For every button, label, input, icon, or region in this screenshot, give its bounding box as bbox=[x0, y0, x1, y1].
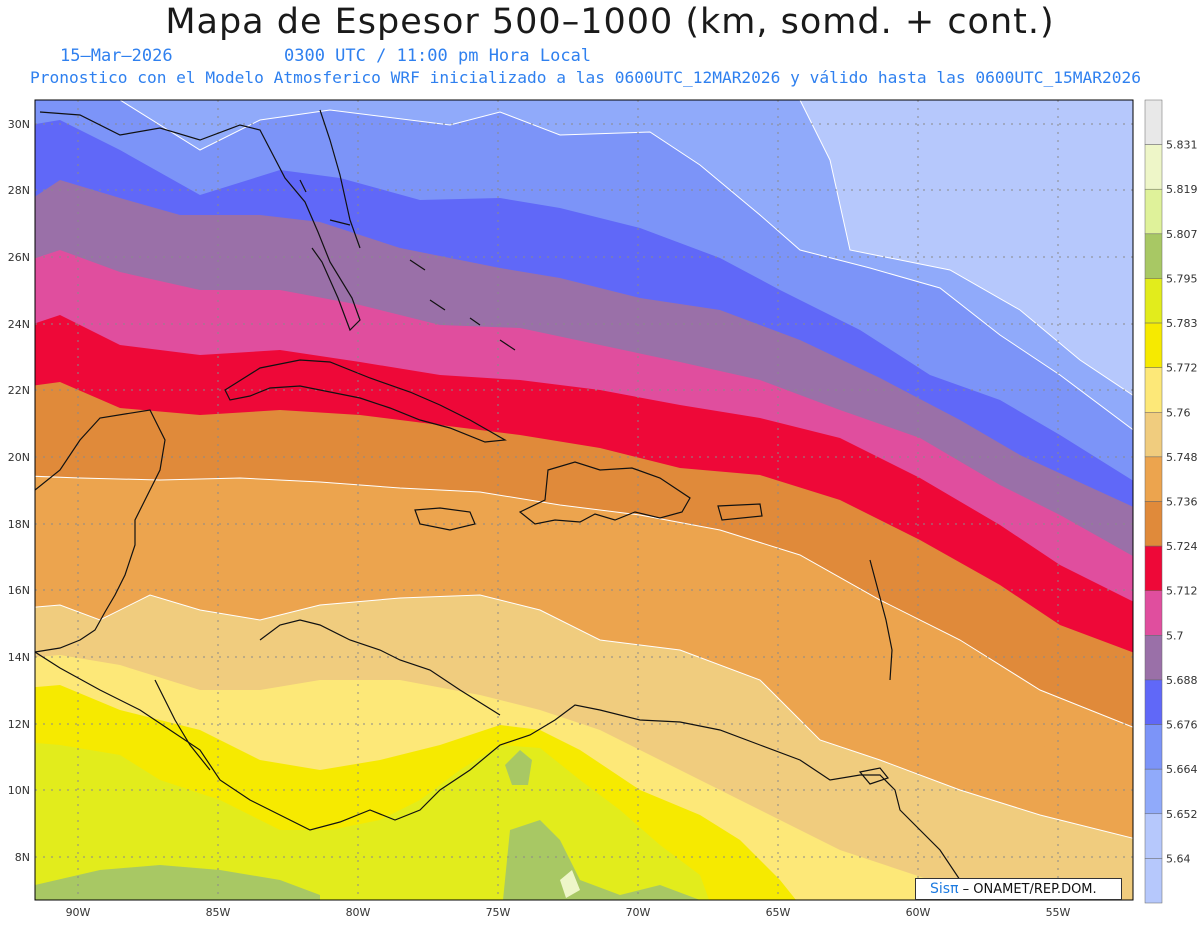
lat-label: 22N bbox=[8, 384, 30, 397]
legend-swatch bbox=[1144, 724, 1163, 770]
map-plot-area bbox=[35, 100, 1133, 900]
lat-label: 14N bbox=[8, 651, 30, 664]
latitude-labels: 30N 28N 26N 24N 22N 20N 18N 16N 14N 12N … bbox=[8, 118, 30, 864]
legend-label: 5.724 bbox=[1166, 540, 1198, 553]
legend-swatch bbox=[1144, 545, 1163, 591]
legend-label: 5.676 bbox=[1166, 719, 1198, 732]
lat-label: 16N bbox=[8, 584, 30, 597]
band-5819 bbox=[560, 870, 580, 898]
legend-swatch bbox=[1144, 679, 1163, 725]
lon-label: 65W bbox=[766, 906, 791, 919]
credit-text: – ONAMET/REP.DOM. bbox=[962, 882, 1097, 897]
legend-swatch bbox=[1144, 768, 1163, 815]
color-legend: 5.831 5.819 5.807 5.795 5.783 5.772 5.76 5.748 5… bbox=[1144, 99, 1198, 904]
lat-label: 8N bbox=[15, 851, 30, 864]
legend-swatch bbox=[1144, 144, 1163, 190]
forecast-time: 0300 UTC / 11:00 pm Hora Local bbox=[284, 46, 592, 66]
legend-swatch bbox=[1144, 99, 1163, 145]
legend-swatch bbox=[1144, 278, 1163, 324]
lon-label: 55W bbox=[1046, 906, 1071, 919]
legend-label: 5.712 bbox=[1166, 585, 1198, 598]
gridlines bbox=[35, 100, 1133, 900]
legend-label: 5.7 bbox=[1166, 629, 1184, 642]
legend-swatch bbox=[1144, 590, 1163, 636]
lon-label: 70W bbox=[626, 906, 651, 919]
legend-label: 5.748 bbox=[1166, 451, 1198, 464]
legend-label: 5.664 bbox=[1166, 763, 1198, 776]
lon-label: 75W bbox=[486, 906, 511, 919]
credit-box: Sisπ – ONAMET/REP.DOM. bbox=[915, 878, 1122, 900]
legend-swatch bbox=[1144, 233, 1163, 279]
lon-label: 60W bbox=[906, 906, 931, 919]
lat-label: 12N bbox=[8, 718, 30, 731]
legend-label: 5.688 bbox=[1166, 674, 1198, 687]
legend-swatch bbox=[1144, 501, 1163, 547]
legend-swatch bbox=[1144, 367, 1163, 413]
forecast-date: 15–Mar–2026 bbox=[60, 46, 173, 66]
legend-label: 5.64 bbox=[1166, 852, 1191, 865]
sispi-brand: Sisπ bbox=[930, 881, 959, 897]
legend-swatch bbox=[1144, 412, 1163, 458]
lon-label: 85W bbox=[206, 906, 231, 919]
lon-label: 90W bbox=[66, 906, 91, 919]
legend-label: 5.652 bbox=[1166, 808, 1198, 821]
legend-label: 5.76 bbox=[1166, 406, 1191, 419]
legend-swatch bbox=[1144, 858, 1163, 904]
band-5807-a bbox=[35, 865, 320, 900]
lat-label: 28N bbox=[8, 184, 30, 197]
band-5807-c bbox=[505, 750, 532, 785]
legend-label: 5.819 bbox=[1166, 183, 1198, 196]
legend-label: 5.772 bbox=[1166, 362, 1198, 375]
legend-swatch bbox=[1144, 635, 1163, 681]
legend-swatch bbox=[1144, 188, 1163, 235]
forecast-description: Pronostico con el Modelo Atmosferico WRF… bbox=[30, 68, 1142, 87]
lat-label: 20N bbox=[8, 451, 30, 464]
band-5807-b bbox=[503, 820, 700, 900]
lat-label: 10N bbox=[8, 784, 30, 797]
lat-label: 18N bbox=[8, 518, 30, 531]
legend-label: 5.736 bbox=[1166, 496, 1198, 509]
map-frame bbox=[34, 99, 1134, 901]
legend-label: 5.807 bbox=[1166, 228, 1198, 241]
legend-swatch bbox=[1144, 322, 1163, 368]
lat-label: 24N bbox=[8, 318, 30, 331]
legend-label: 5.831 bbox=[1166, 139, 1198, 152]
page-title: Mapa de Espesor 500–1000 (km, somd. + co… bbox=[165, 2, 1055, 42]
coastlines bbox=[35, 109, 991, 900]
lat-label: 26N bbox=[8, 251, 30, 264]
lat-label: 30N bbox=[8, 118, 30, 131]
longitude-labels: 90W 85W 80W 75W 70W 65W 60W 55W bbox=[66, 906, 1071, 919]
legend-swatch bbox=[1144, 456, 1163, 502]
legend-label: 5.783 bbox=[1166, 317, 1198, 330]
legend-label: 5.795 bbox=[1166, 272, 1198, 285]
lon-label: 80W bbox=[346, 906, 371, 919]
legend-swatch bbox=[1144, 813, 1163, 859]
contour-lines bbox=[35, 100, 1133, 839]
